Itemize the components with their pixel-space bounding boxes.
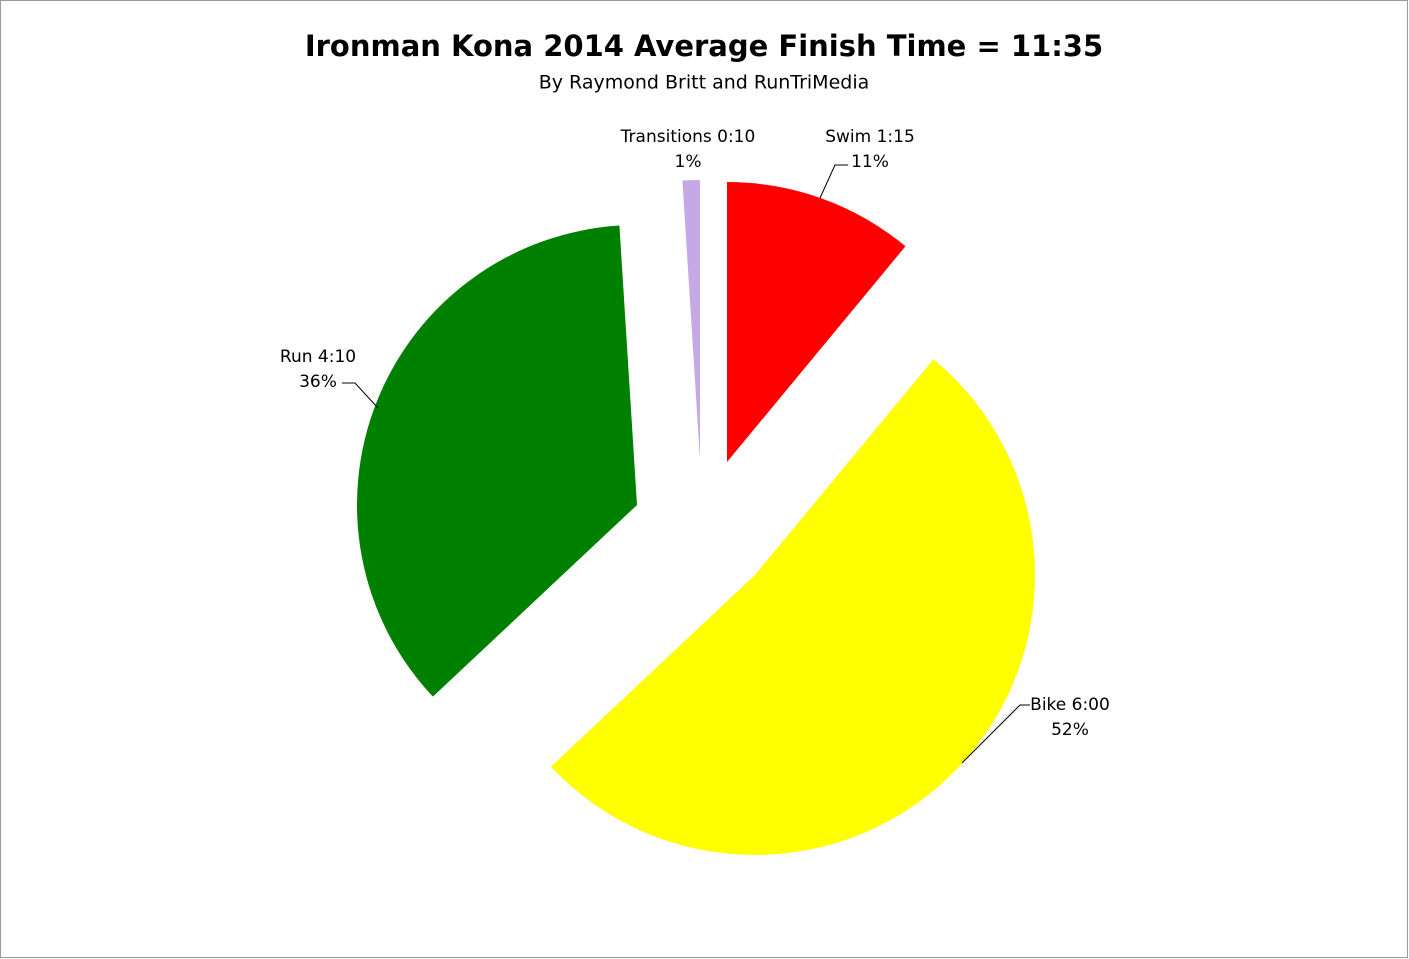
chart-subtitle: By Raymond Britt and RunTriMedia [539, 72, 870, 94]
leader-line [819, 164, 848, 199]
slice-value-label: 52% [1051, 720, 1089, 740]
slice-value-label: 1% [675, 152, 702, 172]
slice-label: Transitions 0:10 [620, 127, 756, 147]
slice-value-label: 11% [851, 152, 889, 172]
slice-value-label: 36% [299, 372, 337, 392]
leader-line [342, 382, 379, 409]
pie-slice [682, 180, 700, 460]
slice-label: Bike 6:00 [1030, 695, 1110, 715]
slice-label: Run 4:10 [280, 347, 356, 367]
chart-title: Ironman Kona 2014 Average Finish Time = … [305, 29, 1103, 63]
leader-line [961, 704, 1030, 764]
pie-slice [357, 225, 637, 697]
pie-slice [550, 359, 1035, 855]
pie-slice [727, 182, 906, 462]
slice-label: Swim 1:15 [825, 127, 915, 147]
